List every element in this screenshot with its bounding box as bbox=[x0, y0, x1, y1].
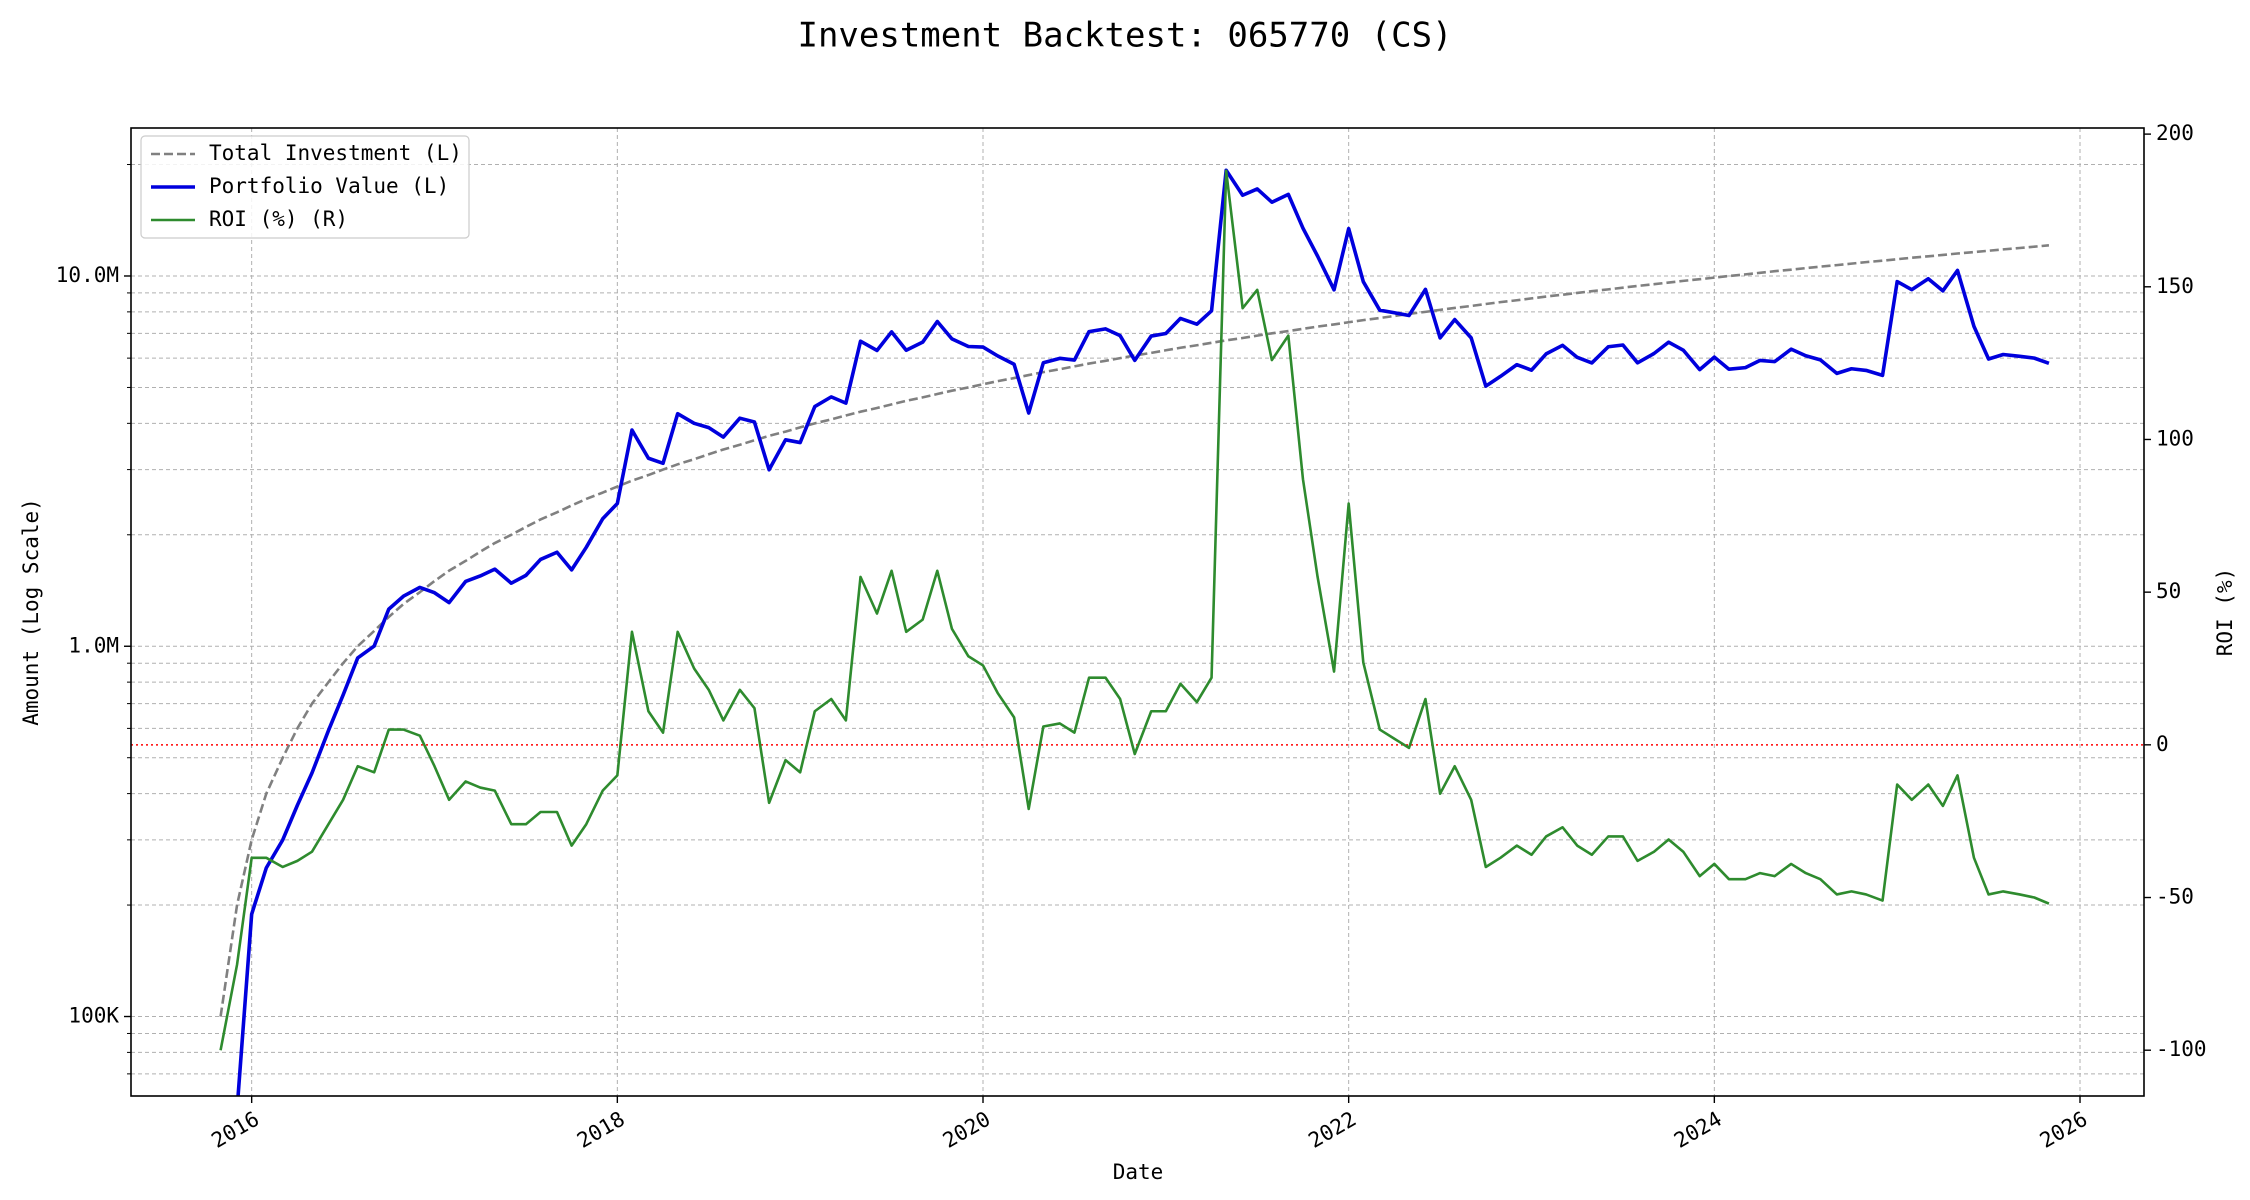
series-line bbox=[236, 168, 2050, 1096]
y-axis-label: Amount (Log Scale) bbox=[19, 498, 43, 726]
y2-tick-label: 100 bbox=[2156, 426, 2194, 450]
y-tick-label: 10.0M bbox=[56, 263, 119, 287]
y2-tick-label: 50 bbox=[2156, 579, 2181, 603]
y2-tick-label: 150 bbox=[2156, 274, 2194, 298]
series-line bbox=[219, 244, 2050, 1017]
y2-tick-label: -100 bbox=[2156, 1037, 2207, 1061]
x-axis-label: Date bbox=[1113, 1160, 1164, 1184]
y2-axis-label: ROI (%) bbox=[2213, 568, 2237, 657]
y2-tick-label: -50 bbox=[2156, 885, 2194, 909]
y-tick-label: 100K bbox=[68, 1004, 119, 1028]
legend-box bbox=[140, 135, 470, 239]
series-line bbox=[219, 169, 2050, 1051]
y2-tick-label: 0 bbox=[2156, 732, 2169, 756]
chart-title: Investment Backtest: 065770 (CS) bbox=[797, 16, 1452, 56]
y-tick-label: 1.0M bbox=[68, 633, 119, 657]
plot-area bbox=[219, 168, 2050, 1096]
legend-label: Total Investment (L) bbox=[209, 141, 462, 165]
legend-label: ROI (%) (R) bbox=[209, 207, 348, 231]
y2-tick-label: 200 bbox=[2156, 121, 2194, 145]
plot-frame bbox=[130, 127, 2145, 1097]
legend-label: Portfolio Value (L) bbox=[209, 174, 449, 198]
